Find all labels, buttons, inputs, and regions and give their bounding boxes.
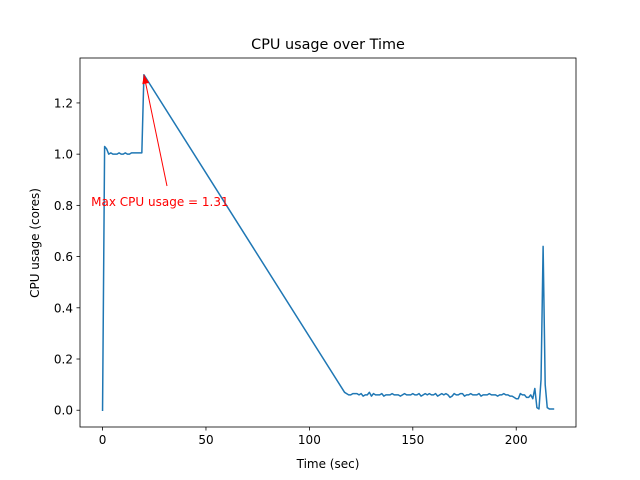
x-tick-label: 0 — [99, 433, 107, 447]
max-annotation-text: Max CPU usage = 1.31 — [91, 195, 228, 209]
y-tick-label: 0.6 — [54, 250, 73, 264]
y-axis-label: CPU usage (cores) — [28, 188, 42, 298]
x-tick-label: 150 — [401, 433, 424, 447]
y-tick-label: 1.2 — [54, 96, 73, 110]
x-tick-label: 100 — [298, 433, 321, 447]
y-tick-label: 0.8 — [54, 199, 73, 213]
y-tick-label: 0.4 — [54, 301, 73, 315]
y-tick-label: 1.0 — [54, 148, 73, 162]
y-tick-label: 0.2 — [54, 353, 73, 367]
series-line-1 — [101, 74, 555, 411]
max-annotation-arrowhead — [142, 74, 150, 85]
axes-frame — [79, 57, 577, 428]
max-annotation-arrow — [143, 74, 168, 187]
x-axis-label: Time (sec) — [296, 457, 360, 471]
plot-area: 0 50 100 150 200 0.0 0.2 0.4 0.6 0.8 1.0 1.2 Max CPU… — [54, 57, 577, 447]
chart-title: CPU usage over Time — [251, 37, 405, 53]
y-tick-label: 0.0 — [54, 404, 73, 418]
x-tick-label: 200 — [505, 433, 528, 447]
x-tick-label: 50 — [198, 433, 213, 447]
